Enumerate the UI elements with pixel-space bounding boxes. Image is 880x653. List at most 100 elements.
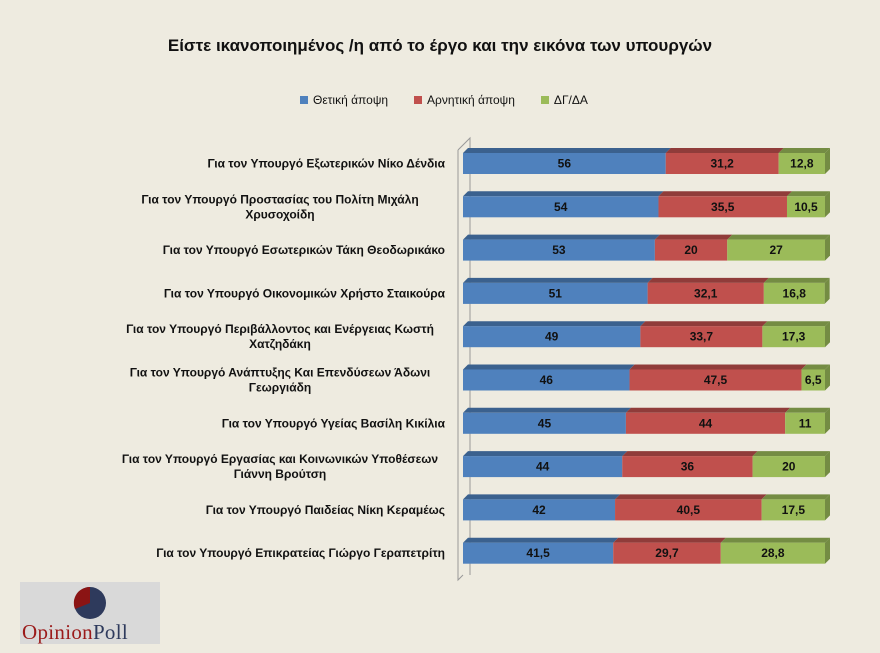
bar-2	[727, 239, 825, 261]
data-label: 28,8	[761, 546, 785, 560]
data-label: 33,7	[690, 330, 714, 344]
bar-side	[825, 494, 830, 521]
data-label: 17,5	[782, 503, 806, 517]
category-label: Για τον Υπουργό Προστασίας του Πολίτη Μι…	[141, 192, 418, 206]
bar-2	[801, 369, 825, 391]
bar-side	[825, 407, 830, 434]
bar-2	[761, 499, 825, 521]
bar-side	[825, 191, 830, 218]
data-label: 10,5	[794, 200, 818, 214]
legend: Θετική άποψη Αρνητική άποψη ΔΓ/ΔΑ	[300, 93, 588, 107]
category-label: Γεωργιάδη	[249, 381, 311, 395]
bar-1	[622, 456, 753, 478]
bar-top	[463, 364, 635, 370]
logo-text-a: Opinion	[22, 620, 93, 644]
bar-2	[762, 326, 825, 348]
bar-2	[720, 542, 825, 564]
data-label: 31,2	[711, 157, 735, 171]
bar-2	[752, 456, 825, 478]
bar-side	[825, 148, 830, 174]
data-label: 29,7	[655, 546, 679, 560]
bar-1	[615, 499, 762, 521]
data-label: 16,8	[783, 286, 807, 300]
bar-top	[752, 451, 830, 457]
data-label: 44	[699, 416, 713, 430]
bar-top	[785, 407, 830, 413]
legend-label: ΔΓ/ΔΑ	[553, 93, 588, 107]
bar-top	[463, 277, 653, 283]
bar-2	[778, 153, 825, 174]
bar-0	[463, 153, 666, 174]
legend-item-negative: Αρνητική άποψη	[414, 93, 515, 107]
legend-swatch	[300, 96, 308, 104]
bar-side	[825, 234, 830, 261]
bar-top	[463, 321, 646, 327]
data-label: 53	[552, 243, 566, 257]
bar-1	[654, 239, 728, 261]
data-label: 20	[782, 460, 796, 474]
category-label: Για τον Υπουργό Περιβάλλοντος και Ενέργε…	[126, 322, 434, 336]
bar-1	[658, 196, 787, 218]
bar-1	[640, 326, 763, 348]
data-label: 54	[554, 200, 568, 214]
logo-text-b: Poll	[92, 620, 128, 644]
bar-0	[463, 456, 623, 478]
data-label: 40,5	[677, 503, 701, 517]
data-label: 56	[558, 157, 572, 171]
bar-top	[640, 321, 768, 327]
bar-top	[463, 407, 631, 413]
legend-item-dk: ΔΓ/ΔΑ	[540, 93, 588, 107]
bar-side	[825, 364, 830, 391]
bar-top	[463, 191, 664, 197]
chart-title: Είστε ικανοποιημένος /η από το έργο και …	[167, 36, 713, 55]
bar-top	[625, 407, 791, 413]
category-label: Χατζηδάκη	[249, 337, 311, 351]
data-label: 45	[538, 416, 552, 430]
category-label: Για τον Υπουργό Παιδείας Νίκη Κεραμέως	[206, 503, 445, 517]
bar-top	[658, 191, 792, 197]
data-label: 32,1	[694, 286, 718, 300]
bar-top	[463, 451, 628, 457]
bar-2	[763, 282, 825, 304]
logo-text: OpinionPoll	[22, 620, 128, 645]
bar-top	[463, 494, 621, 500]
bar-2	[786, 196, 825, 218]
data-label: 46	[540, 373, 554, 387]
legend-item-positive: Θετική άποψη	[300, 93, 388, 107]
bar-0	[463, 196, 659, 218]
bar-top	[615, 494, 767, 500]
bar-top	[665, 148, 784, 153]
category-label: Για τον Υπουργό Εξωτερικών Νίκο Δένδια	[207, 157, 445, 171]
category-label: Για τον Υπουργό Επικρατείας Γιώργο Γεραπ…	[156, 546, 445, 560]
pie-logo-icon	[73, 586, 106, 619]
bar-0	[463, 542, 614, 564]
bar-side	[825, 451, 830, 478]
bar-0	[463, 282, 648, 304]
bar-top	[613, 537, 726, 543]
category-label: Για τον Υπουργό Εργασίας και Κοινωνικών …	[122, 452, 438, 466]
bar-top	[786, 191, 830, 197]
bar-top	[761, 494, 830, 500]
data-label: 27	[769, 243, 783, 257]
bar-top	[629, 364, 807, 370]
bar-side	[825, 537, 830, 564]
data-label: 20	[684, 243, 698, 257]
bar-top	[720, 537, 830, 543]
bar-1	[625, 412, 786, 434]
category-label: Για τον Υπουργό Οικονομικών Χρήστο Σταικ…	[164, 286, 446, 300]
data-label: 41,5	[526, 546, 550, 560]
bar-top	[647, 277, 769, 283]
bar-side	[824, 277, 830, 304]
bar-top	[762, 321, 830, 327]
legend-swatch	[540, 96, 549, 104]
category-label: Για τον Υπουργό Υγείας Βασίλη Κικίλια	[222, 416, 446, 430]
bar-1	[613, 542, 721, 564]
data-label: 44	[536, 460, 550, 474]
data-label: 35,5	[711, 200, 735, 214]
legend-label: Αρνητική άποψη	[427, 93, 515, 107]
category-label: Για τον Υπουργό Εσωτερικών Τάκη Θεοδωρικ…	[163, 243, 445, 257]
opinionpoll-logo: OpinionPoll	[20, 582, 160, 644]
bar-top	[654, 234, 733, 240]
bar-top	[622, 451, 758, 457]
